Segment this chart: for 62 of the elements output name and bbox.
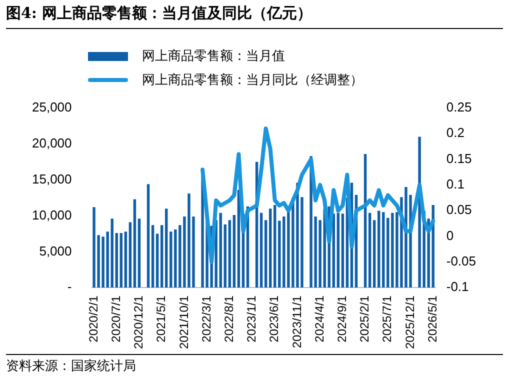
- bar: [128, 222, 132, 288]
- bar: [151, 225, 154, 288]
- bar: [224, 224, 226, 288]
- legend-label: 网上商品零售额：当月值: [142, 48, 285, 65]
- y2-tick-label: -0.1: [446, 279, 469, 294]
- bar: [232, 215, 236, 288]
- bar: [170, 232, 172, 288]
- x-tick-label: 2023/1/1: [244, 295, 259, 342]
- chart-title: 图4: 网上商品零售额：当月值及同比（亿元）: [6, 4, 503, 29]
- y2-tick-label: 0.25: [446, 100, 472, 115]
- legend-label: 网上商品零售额：当月同比（经调整）: [142, 72, 363, 89]
- x-tick-label: 2026/5/1: [425, 295, 440, 342]
- bar: [160, 225, 164, 288]
- bar: [120, 233, 123, 288]
- bar: [372, 220, 376, 288]
- x-tick-label: 2022/3/1: [199, 295, 214, 342]
- bar: [274, 204, 276, 288]
- y2-tick-label: -0.05: [446, 254, 476, 269]
- y2-tick-label: 0.15: [446, 150, 472, 166]
- x-tick-label: 2025/2/1: [358, 295, 372, 342]
- y-tick-label: 5,000: [39, 243, 72, 258]
- bar: [378, 210, 380, 288]
- y2-tick-label: 0: [446, 228, 454, 243]
- y2-tick-label: 0.05: [446, 202, 472, 218]
- y-tick-label: 20,000: [32, 136, 72, 150]
- x-tick-label: 2020/7/1: [108, 295, 123, 342]
- x-tick-label: 2021/10/1: [176, 295, 191, 350]
- y-tick-label: -: [67, 279, 72, 294]
- bar: [115, 233, 118, 288]
- bar: [264, 220, 268, 288]
- y-tick-label: 25,000: [32, 100, 72, 115]
- y-tick-label: 10,000: [32, 207, 72, 222]
- x-tick-label: 2024/9/1: [335, 295, 349, 342]
- bar: [138, 218, 141, 288]
- x-tick-label: 2023/11/1: [290, 295, 304, 348]
- bar: [341, 214, 344, 288]
- bar: [165, 208, 168, 288]
- y2-tick-label: 0.1: [446, 176, 464, 192]
- bar: [133, 199, 136, 288]
- bar: [268, 208, 272, 288]
- bar: [219, 212, 222, 288]
- x-tick-label: 2020/12/1: [132, 295, 146, 350]
- text: 资料来源：国家统计局: [6, 354, 503, 375]
- bar: [146, 184, 150, 288]
- x-tick-label: 2023/6/1: [267, 295, 282, 342]
- x-tick-label: 2024/4/1: [312, 295, 326, 342]
- bar: [336, 212, 340, 288]
- x-tick-label: 2022/8/1: [222, 295, 236, 342]
- bar: [156, 234, 159, 288]
- x-tick-label: 2025/7/1: [380, 295, 394, 342]
- x-tick-label: 2025/12/1: [402, 295, 417, 350]
- x-tick-label: 2021/5/1: [154, 295, 168, 342]
- y-tick-label: 15,000: [32, 171, 72, 186]
- bar: [228, 220, 232, 288]
- bar: [110, 218, 114, 288]
- bar: [260, 212, 263, 288]
- bar: [124, 232, 128, 288]
- bar: [382, 212, 385, 288]
- y2-tick-label: 0.2: [446, 125, 464, 140]
- x-tick-label: 2020/2/1: [86, 295, 100, 342]
- bar: [368, 212, 372, 288]
- bar: [278, 220, 281, 288]
